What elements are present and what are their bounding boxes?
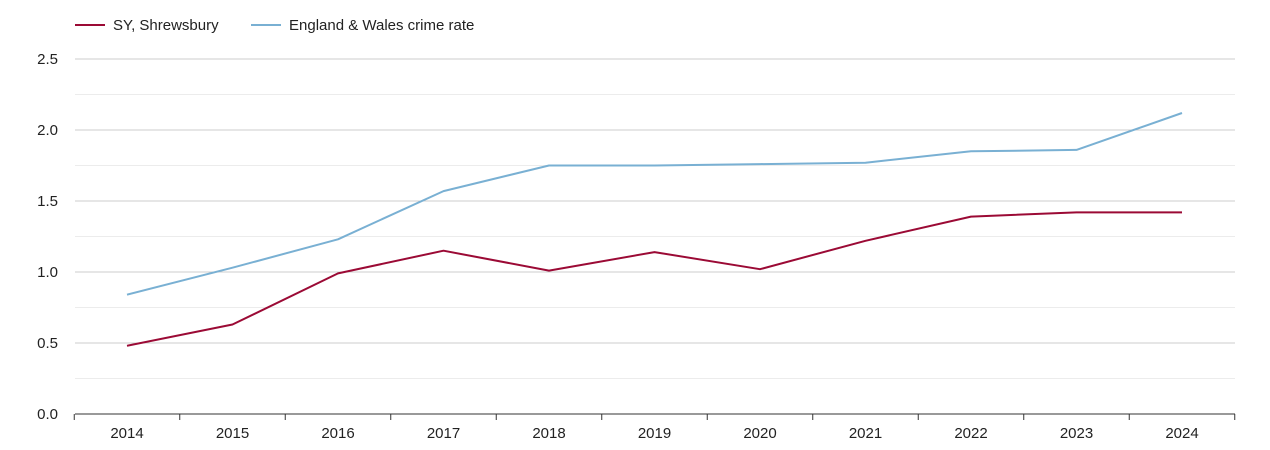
data-point-shrewsbury[interactable]	[1179, 209, 1185, 215]
x-tick-label: 2023	[1060, 425, 1093, 442]
plot-area	[124, 110, 1185, 349]
data-point-shrewsbury[interactable]	[441, 248, 447, 254]
data-point-england-wales[interactable]	[652, 163, 658, 169]
data-point-england-wales[interactable]	[230, 265, 236, 271]
data-point-england-wales[interactable]	[757, 161, 763, 167]
axes: 0.0 0.5 1.0 1.5 2.0 2.5 2014 2015 2016 2017 2018 20…	[37, 51, 1236, 442]
y-tick-label: 1.5	[37, 193, 58, 210]
data-point-shrewsbury[interactable]	[546, 268, 552, 274]
x-tick-label: 2018	[532, 425, 565, 442]
y-tick-label: 2.5	[37, 51, 58, 68]
x-tick-label: 2020	[743, 425, 776, 442]
x-tick-label: 2024	[1165, 425, 1198, 442]
data-point-shrewsbury[interactable]	[335, 270, 341, 276]
data-point-england-wales[interactable]	[441, 188, 447, 194]
x-tick-label: 2022	[954, 425, 987, 442]
legend: SY, Shrewsbury England & Wales crime rat…	[75, 17, 474, 34]
x-tick-label: 2016	[321, 425, 354, 442]
x-tick-label: 2014	[110, 425, 143, 442]
data-point-shrewsbury[interactable]	[652, 249, 658, 255]
y-tick-label: 0.5	[37, 335, 58, 352]
legend-item-shrewsbury[interactable]: SY, Shrewsbury	[75, 17, 219, 34]
data-point-england-wales[interactable]	[546, 163, 552, 169]
data-point-england-wales[interactable]	[1179, 110, 1185, 116]
y-tick-label: 2.0	[37, 122, 58, 139]
data-point-england-wales[interactable]	[1074, 147, 1080, 153]
gridlines	[75, 58, 1235, 379]
data-point-england-wales[interactable]	[124, 292, 130, 298]
x-tick-label: 2017	[427, 425, 460, 442]
y-tick-label: 0.0	[37, 406, 58, 423]
series-line-shrewsbury	[126, 211, 1182, 347]
x-tick-label: 2021	[849, 425, 882, 442]
series-line-england-wales	[126, 112, 1183, 296]
legend-label-shrewsbury: SY, Shrewsbury	[113, 17, 219, 34]
data-point-shrewsbury[interactable]	[863, 238, 869, 244]
x-tick-label: 2015	[216, 425, 249, 442]
data-point-england-wales[interactable]	[335, 236, 341, 242]
data-point-england-wales[interactable]	[863, 160, 869, 166]
data-point-shrewsbury[interactable]	[968, 214, 974, 220]
legend-label-england-wales: England & Wales crime rate	[289, 17, 474, 34]
data-point-shrewsbury[interactable]	[1074, 209, 1080, 215]
data-point-shrewsbury[interactable]	[230, 322, 236, 328]
x-tick-label: 2019	[638, 425, 671, 442]
data-point-shrewsbury[interactable]	[124, 343, 130, 349]
y-tick-label: 1.0	[37, 264, 58, 281]
data-point-shrewsbury[interactable]	[757, 266, 763, 272]
data-point-england-wales[interactable]	[968, 148, 974, 154]
legend-item-england-wales[interactable]: England & Wales crime rate	[251, 17, 474, 34]
